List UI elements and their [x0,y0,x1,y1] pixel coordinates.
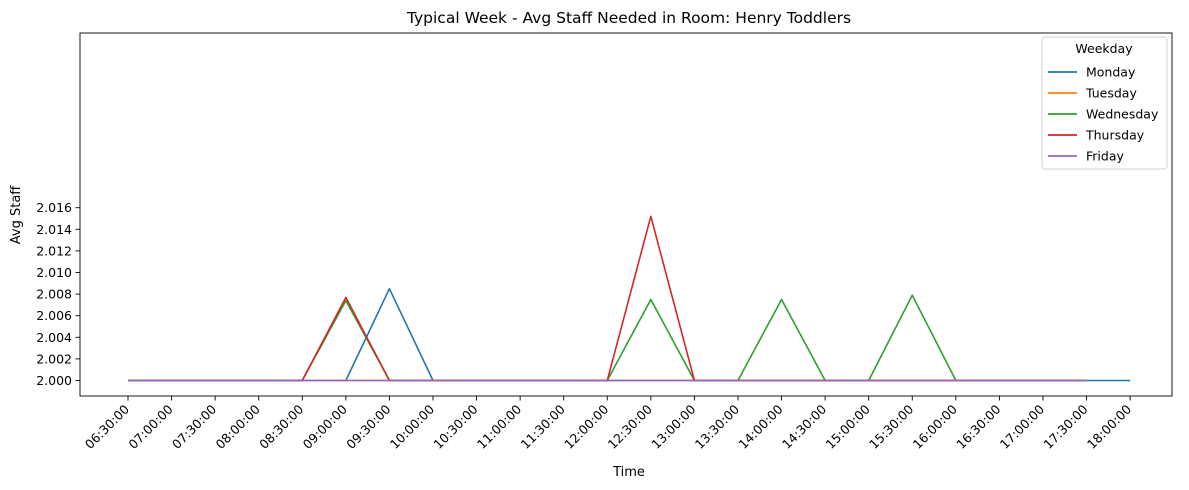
y-tick-label: 2.004 [36,330,72,345]
legend-label-thursday: Thursday [1085,128,1145,143]
y-tick-label: 2.014 [36,222,72,237]
legend-label-wednesday: Wednesday [1086,107,1159,122]
y-axis-ticks: 2.000 2.002 2.004 2.006 2.008 2.010 2.012 2.014… [36,200,80,388]
legend-label-tuesday: Tuesday [1085,86,1137,101]
legend-title: Weekday [1075,41,1133,56]
legend: Weekday Monday Tuesday Wednesday Thursday Fr… [1041,36,1168,170]
y-axis-title: Avg Staff [9,185,24,245]
y-tick-label: 2.000 [36,373,72,388]
y-tick-label: 2.006 [36,308,72,323]
legend-label-friday: Friday [1086,149,1124,164]
y-tick-label: 2.008 [36,287,72,302]
legend-box [1041,36,1168,170]
plot-area-frame [79,32,1173,397]
chart-title: Typical Week - Avg Staff Needed in Room:… [406,9,851,27]
y-tick-label: 2.012 [36,243,72,258]
y-tick-label: 2.016 [36,200,72,215]
x-axis-title: Time [612,465,645,480]
series-lines [128,215,1131,382]
y-tick-label: 2.002 [36,351,72,366]
y-tick-label: 2.010 [36,265,72,280]
legend-label-monday: Monday [1086,65,1136,80]
